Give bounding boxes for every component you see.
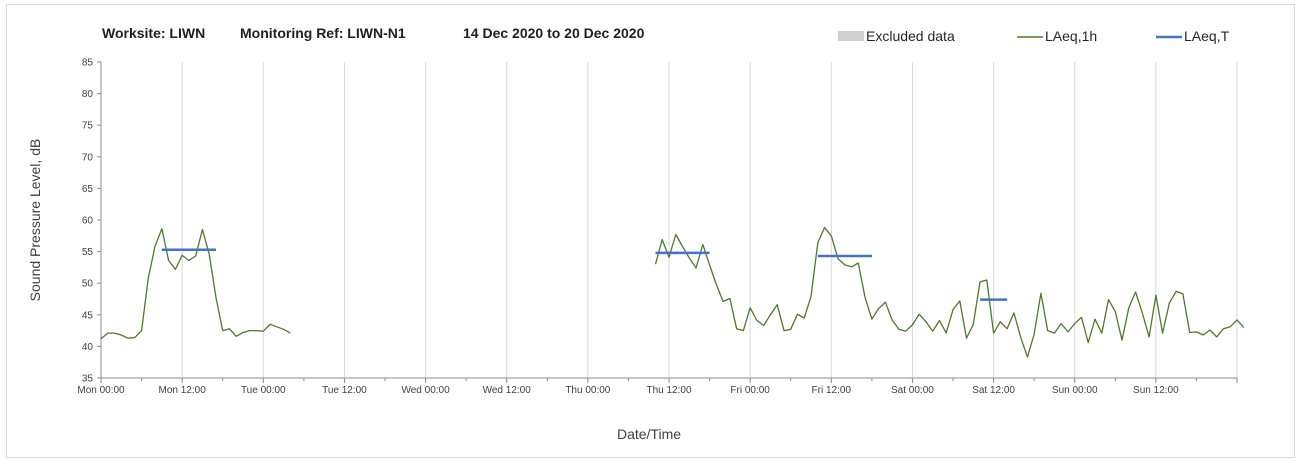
x-tick-label: Sun 12:00 <box>1133 385 1179 396</box>
y-tick-label: 65 <box>82 184 94 195</box>
x-tick-label: Sat 12:00 <box>972 385 1015 396</box>
x-tick-label: Fri 12:00 <box>812 385 852 396</box>
x-tick-label: Thu 12:00 <box>646 385 691 396</box>
legend-laeq1h-label: LAeq,1h <box>1045 28 1097 44</box>
axes <box>97 61 1238 383</box>
chart-title-monitoring-ref: Monitoring Ref: LIWN-N1 <box>240 25 406 41</box>
x-tick-label: Sat 00:00 <box>891 385 934 396</box>
y-tick-label: 85 <box>82 58 94 69</box>
x-tick-label: Sun 00:00 <box>1052 385 1098 396</box>
laeq-1h-line <box>654 226 1245 358</box>
x-axis-title: Date/Time <box>617 426 681 442</box>
y-tick-label: 70 <box>82 152 94 163</box>
x-tick-label: Thu 00:00 <box>565 385 610 396</box>
legend-excluded-swatch <box>838 31 864 41</box>
x-tick-label: Wed 00:00 <box>401 385 450 396</box>
y-tick-label: 35 <box>82 374 94 385</box>
grid <box>181 62 1238 378</box>
y-tick-label: 45 <box>82 310 94 321</box>
series <box>100 226 1245 358</box>
x-tick-label: Mon 12:00 <box>159 385 207 396</box>
x-tick-label: Tue 00:00 <box>241 385 286 396</box>
y-tick-label: 60 <box>82 216 94 227</box>
y-tick-label: 50 <box>82 279 94 290</box>
y-axis-title: Sound Pressure Level, dB <box>27 139 43 302</box>
chart-title-period: 14 Dec 2020 to 20 Dec 2020 <box>463 25 645 41</box>
x-tick-label: Wed 12:00 <box>483 385 532 396</box>
y-tick-label: 80 <box>82 89 94 100</box>
y-tick-label: 40 <box>82 342 94 353</box>
x-tick-label: Mon 00:00 <box>77 385 125 396</box>
x-tick-label: Fri 00:00 <box>730 385 770 396</box>
legend-excluded-label: Excluded data <box>866 28 955 44</box>
y-tick-label: 75 <box>82 121 94 132</box>
laeq-1h-line <box>100 228 291 340</box>
chart-frame <box>6 4 1295 458</box>
x-tick-labels: Mon 00:00 Mon 12:00 Tue 00:00 Tue 12:00 Wed … <box>77 385 1179 396</box>
legend-laeqt-label: LAeq,T <box>1184 28 1230 44</box>
y-tick-label: 55 <box>82 247 94 258</box>
legend: Excluded data LAeq,1h LAeq,T <box>838 28 1230 44</box>
chart-title-worksite: Worksite: LIWN <box>102 25 205 41</box>
y-tick-labels: 35 40 45 50 55 60 65 70 75 80 85 <box>82 58 94 385</box>
x-tick-label: Tue 12:00 <box>322 385 367 396</box>
